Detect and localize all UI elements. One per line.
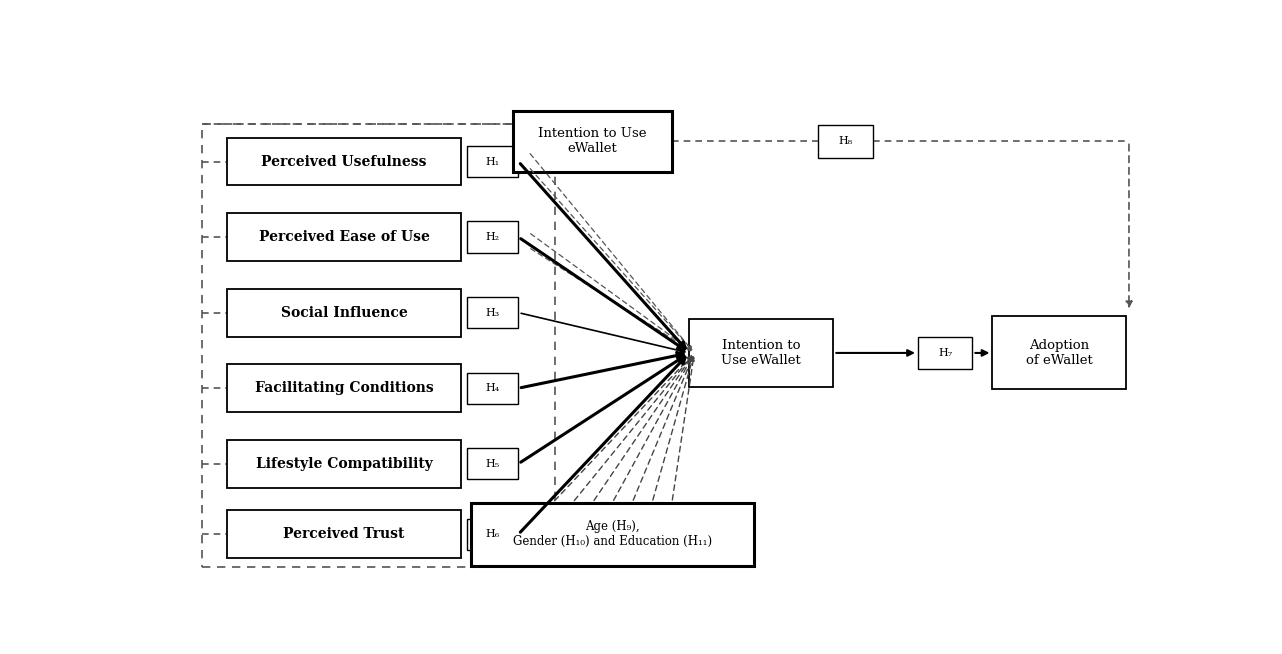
FancyArrowPatch shape bbox=[520, 356, 685, 462]
FancyArrowPatch shape bbox=[1126, 144, 1132, 307]
FancyArrowPatch shape bbox=[522, 353, 683, 388]
FancyBboxPatch shape bbox=[470, 503, 754, 566]
Text: H₅: H₅ bbox=[486, 458, 500, 469]
FancyBboxPatch shape bbox=[227, 213, 460, 261]
FancyArrowPatch shape bbox=[555, 356, 691, 501]
FancyArrowPatch shape bbox=[520, 164, 685, 349]
Text: H₄: H₄ bbox=[486, 383, 500, 393]
FancyArrowPatch shape bbox=[672, 357, 695, 500]
FancyBboxPatch shape bbox=[467, 146, 518, 177]
FancyBboxPatch shape bbox=[467, 297, 518, 328]
FancyBboxPatch shape bbox=[227, 510, 460, 558]
Text: H₈: H₈ bbox=[838, 137, 853, 146]
Text: Intention to Use
eWallet: Intention to Use eWallet bbox=[538, 128, 646, 156]
FancyBboxPatch shape bbox=[467, 373, 518, 404]
Text: Perceived Trust: Perceived Trust bbox=[283, 527, 405, 542]
Text: Adoption
of eWallet: Adoption of eWallet bbox=[1026, 339, 1092, 367]
FancyBboxPatch shape bbox=[227, 364, 460, 412]
FancyArrowPatch shape bbox=[836, 350, 913, 356]
Text: Perceived Ease of Use: Perceived Ease of Use bbox=[259, 230, 429, 244]
FancyBboxPatch shape bbox=[513, 111, 672, 171]
FancyArrowPatch shape bbox=[531, 249, 691, 351]
Text: Facilitating Conditions: Facilitating Conditions bbox=[255, 381, 433, 395]
Text: H₃: H₃ bbox=[486, 307, 500, 318]
FancyBboxPatch shape bbox=[227, 288, 460, 337]
Text: Perceived Usefulness: Perceived Usefulness bbox=[262, 154, 427, 169]
FancyArrowPatch shape bbox=[520, 358, 685, 532]
FancyBboxPatch shape bbox=[467, 519, 518, 550]
FancyArrowPatch shape bbox=[614, 356, 692, 500]
FancyBboxPatch shape bbox=[690, 319, 833, 387]
FancyArrowPatch shape bbox=[531, 233, 691, 351]
Text: H₁: H₁ bbox=[486, 156, 500, 167]
Text: H₇: H₇ bbox=[938, 348, 953, 358]
FancyBboxPatch shape bbox=[992, 317, 1127, 389]
FancyArrowPatch shape bbox=[520, 239, 685, 349]
FancyArrowPatch shape bbox=[520, 313, 685, 353]
FancyBboxPatch shape bbox=[467, 222, 518, 252]
Text: Social Influence: Social Influence bbox=[281, 305, 408, 320]
Text: H₆: H₆ bbox=[486, 529, 500, 539]
FancyArrowPatch shape bbox=[574, 356, 691, 500]
Text: Intention to
Use eWallet: Intention to Use eWallet bbox=[722, 339, 801, 367]
FancyArrowPatch shape bbox=[976, 350, 987, 356]
FancyArrowPatch shape bbox=[531, 169, 691, 350]
FancyArrowPatch shape bbox=[653, 357, 694, 500]
FancyArrowPatch shape bbox=[594, 356, 692, 500]
FancyArrowPatch shape bbox=[531, 154, 691, 350]
FancyBboxPatch shape bbox=[227, 439, 460, 488]
FancyBboxPatch shape bbox=[818, 125, 873, 158]
Text: H₂: H₂ bbox=[486, 232, 500, 242]
FancyBboxPatch shape bbox=[227, 137, 460, 186]
FancyArrowPatch shape bbox=[633, 357, 694, 500]
FancyBboxPatch shape bbox=[467, 448, 518, 479]
Text: Lifestyle Compatibility: Lifestyle Compatibility bbox=[255, 456, 432, 471]
FancyBboxPatch shape bbox=[918, 337, 973, 370]
Text: Age (H₉),
Gender (H₁₀) and Education (H₁₁): Age (H₉), Gender (H₁₀) and Education (H₁… bbox=[513, 520, 712, 548]
